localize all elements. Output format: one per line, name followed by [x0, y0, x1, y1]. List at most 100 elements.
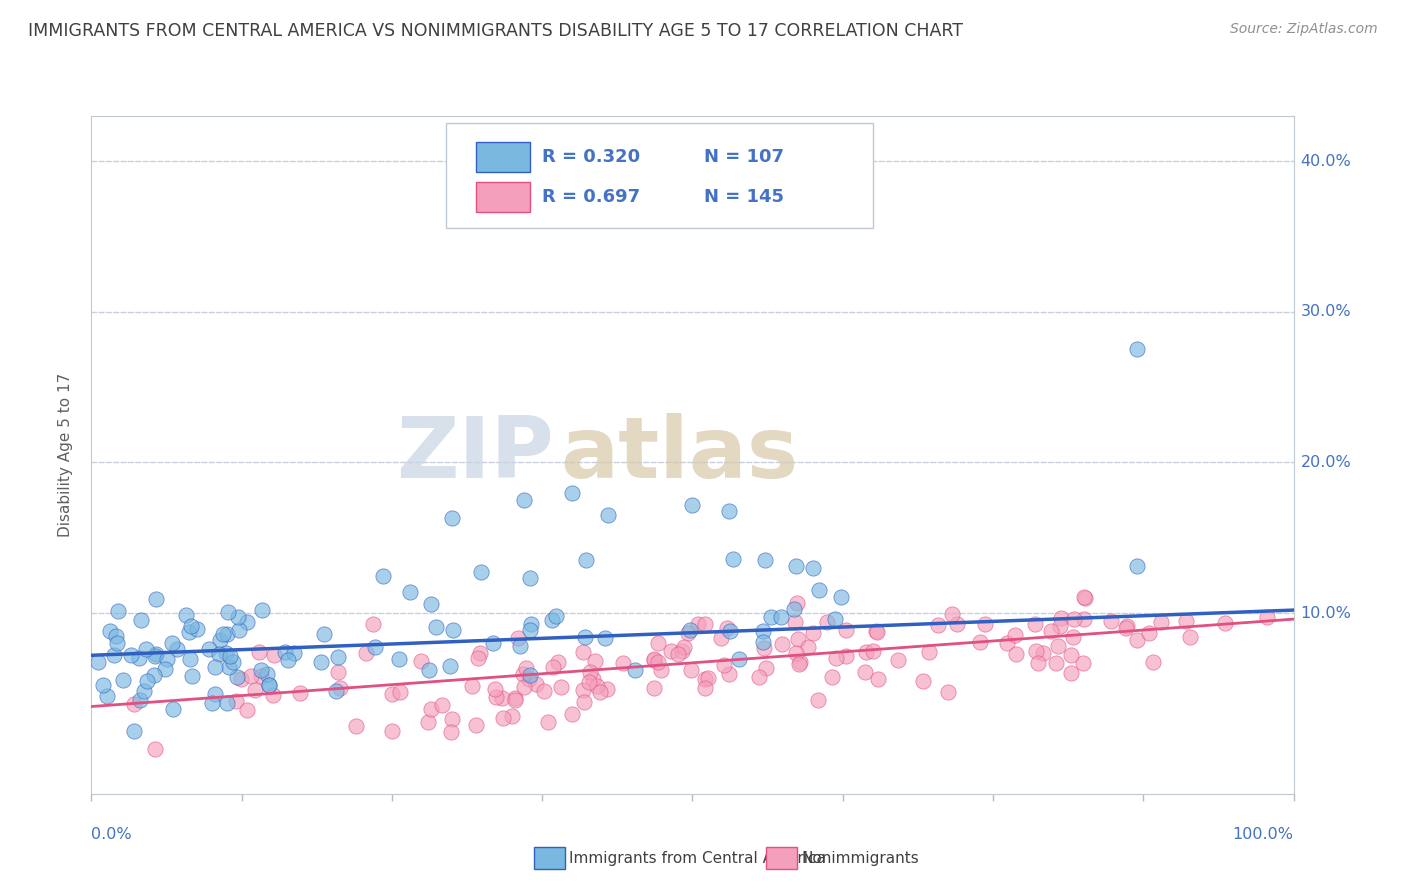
Point	[647, 636, 669, 650]
Point	[666, 647, 689, 661]
Point	[180, 619, 202, 633]
Point	[561, 706, 583, 721]
Point	[311, 655, 333, 669]
Point	[1073, 612, 1095, 626]
Point	[134, 684, 156, 698]
Point	[713, 657, 735, 672]
Point	[519, 623, 541, 637]
Point	[262, 688, 284, 702]
Point	[1126, 633, 1149, 648]
Text: R = 0.697: R = 0.697	[543, 187, 640, 206]
Point	[1071, 656, 1094, 670]
Point	[418, 663, 440, 677]
Point	[215, 646, 238, 660]
Text: Source: ZipAtlas.com: Source: ZipAtlas.com	[1230, 22, 1378, 37]
Point	[681, 498, 703, 512]
Point	[672, 640, 695, 655]
Point	[945, 616, 967, 631]
Point	[679, 623, 702, 637]
Point	[143, 668, 166, 682]
Point	[156, 652, 179, 666]
Point	[583, 654, 606, 668]
Point	[572, 644, 595, 658]
Point	[325, 683, 347, 698]
Point	[389, 685, 412, 699]
Point	[834, 649, 856, 664]
Point	[440, 511, 463, 525]
Point	[519, 571, 541, 585]
Point	[866, 625, 889, 640]
Text: ZIP: ZIP	[396, 413, 554, 497]
Point	[145, 592, 167, 607]
Point	[197, 641, 219, 656]
Point	[208, 647, 231, 661]
Point	[650, 663, 672, 677]
Text: 20.0%: 20.0%	[1301, 455, 1351, 470]
Point	[1115, 621, 1137, 635]
Point	[209, 633, 232, 648]
Point	[135, 642, 157, 657]
Point	[225, 694, 247, 708]
Point	[440, 712, 463, 726]
Point	[222, 655, 245, 669]
Point	[328, 665, 350, 679]
Point	[868, 673, 890, 687]
Text: 0.0%: 0.0%	[91, 827, 132, 841]
Point	[100, 624, 122, 638]
Point	[927, 618, 949, 632]
Point	[752, 624, 775, 639]
Point	[718, 667, 741, 681]
Point	[541, 613, 564, 627]
Point	[797, 640, 820, 654]
Point	[974, 617, 997, 632]
Text: IMMIGRANTS FROM CENTRAL AMERICA VS NONIMMIGRANTS DISABILITY AGE 5 TO 17 CORRELAT: IMMIGRANTS FROM CENTRAL AMERICA VS NONIM…	[28, 22, 963, 40]
Point	[425, 620, 447, 634]
Point	[501, 708, 523, 723]
Point	[1039, 624, 1062, 639]
Point	[409, 654, 432, 668]
Point	[1101, 615, 1123, 629]
Point	[1024, 617, 1046, 632]
Point	[575, 553, 598, 567]
Point	[783, 602, 806, 616]
Point	[533, 684, 555, 698]
Point	[225, 670, 247, 684]
Point	[166, 641, 188, 656]
Point	[470, 565, 492, 579]
Point	[399, 585, 422, 599]
Point	[204, 660, 226, 674]
Point	[105, 636, 128, 650]
Point	[520, 616, 543, 631]
Text: 40.0%: 40.0%	[1301, 153, 1351, 169]
Point	[718, 624, 741, 638]
Point	[186, 623, 208, 637]
Point	[578, 675, 600, 690]
Point	[524, 676, 547, 690]
Point	[122, 724, 145, 739]
Point	[236, 703, 259, 717]
Point	[1049, 618, 1071, 632]
Point	[541, 659, 564, 673]
Point	[785, 647, 807, 661]
Point	[643, 681, 665, 695]
Point	[918, 645, 941, 659]
Point	[659, 644, 682, 658]
Point	[825, 650, 848, 665]
Point	[752, 641, 775, 656]
Point	[855, 645, 877, 659]
Point	[643, 651, 665, 665]
Point	[596, 682, 619, 697]
Text: 30.0%: 30.0%	[1301, 304, 1351, 319]
Point	[218, 659, 240, 673]
Point	[1032, 646, 1054, 660]
Point	[755, 661, 778, 675]
Point	[162, 702, 184, 716]
Point	[381, 687, 404, 701]
Point	[256, 666, 278, 681]
Point	[416, 714, 439, 729]
Point	[865, 624, 887, 638]
Point	[589, 685, 612, 699]
Point	[598, 508, 620, 523]
Point	[120, 648, 142, 663]
Point	[107, 603, 129, 617]
